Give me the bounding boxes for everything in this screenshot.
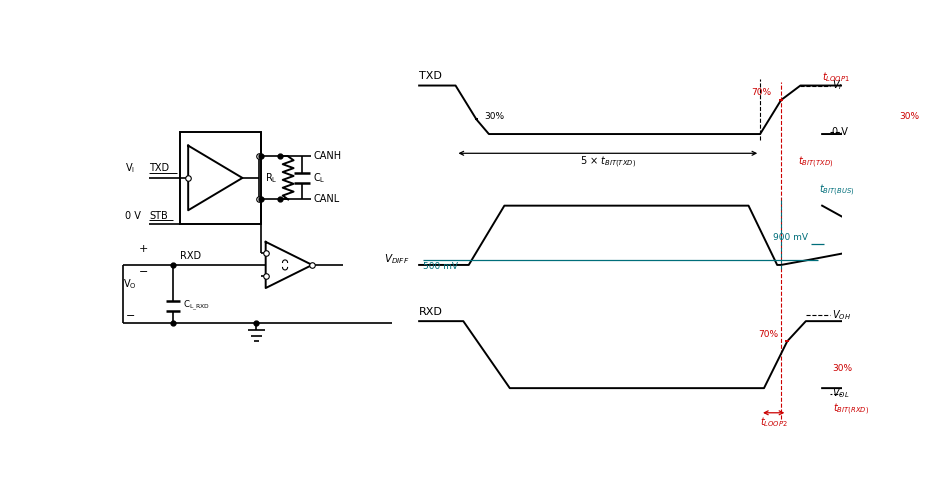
Text: −: − — [138, 267, 148, 277]
Text: TXD: TXD — [419, 71, 442, 81]
Text: CANH: CANH — [314, 151, 342, 161]
Text: 30%: 30% — [832, 364, 853, 373]
Text: $\mathrm{V_I}$: $\mathrm{V_I}$ — [124, 161, 135, 175]
Text: TXD: TXD — [150, 163, 169, 173]
Text: RXD: RXD — [419, 307, 443, 317]
Text: $V_I$: $V_I$ — [832, 79, 842, 92]
Text: 500 mV: 500 mV — [423, 262, 458, 271]
Text: 900 mV: 900 mV — [773, 233, 808, 242]
Text: $t_{BIT(RXD)}$: $t_{BIT(RXD)}$ — [833, 401, 870, 417]
Text: CANL: CANL — [314, 194, 340, 204]
Text: 5 × $t_{BIT(TXD)}$: 5 × $t_{BIT(TXD)}$ — [580, 155, 636, 170]
Text: $t_{BIT(BUS)}$: $t_{BIT(BUS)}$ — [819, 182, 855, 198]
Text: 30%: 30% — [899, 112, 920, 121]
Text: $\mathrm{C_{L\_RXD}}$: $\mathrm{C_{L\_RXD}}$ — [182, 299, 209, 313]
Text: 0 V: 0 V — [832, 127, 848, 137]
Text: 0 V: 0 V — [124, 211, 140, 221]
Text: 30%: 30% — [484, 112, 504, 121]
Text: −: − — [126, 311, 136, 321]
Text: $V_{OL}$: $V_{OL}$ — [832, 387, 850, 400]
Text: $t_{LOOP1}$: $t_{LOOP1}$ — [823, 70, 851, 84]
Text: 70%: 70% — [752, 88, 771, 97]
Text: $\mathrm{C_L}$: $\mathrm{C_L}$ — [313, 171, 325, 185]
Text: STB: STB — [150, 211, 168, 221]
Text: $t_{LOOP2}$: $t_{LOOP2}$ — [759, 415, 787, 429]
Text: $V_{OH}$: $V_{OH}$ — [832, 308, 851, 322]
Text: +: + — [138, 244, 148, 254]
Bar — [180, 132, 261, 224]
Text: RXD: RXD — [180, 250, 202, 261]
Text: $V_{DIFF}$: $V_{DIFF}$ — [383, 253, 409, 267]
Text: $t_{BIT(TXD)}$: $t_{BIT(TXD)}$ — [798, 155, 834, 170]
Text: $\mathrm{V_O}$: $\mathrm{V_O}$ — [123, 277, 137, 291]
Text: $\mathrm{R_L}$: $\mathrm{R_L}$ — [265, 171, 278, 185]
Text: 70%: 70% — [758, 330, 778, 339]
